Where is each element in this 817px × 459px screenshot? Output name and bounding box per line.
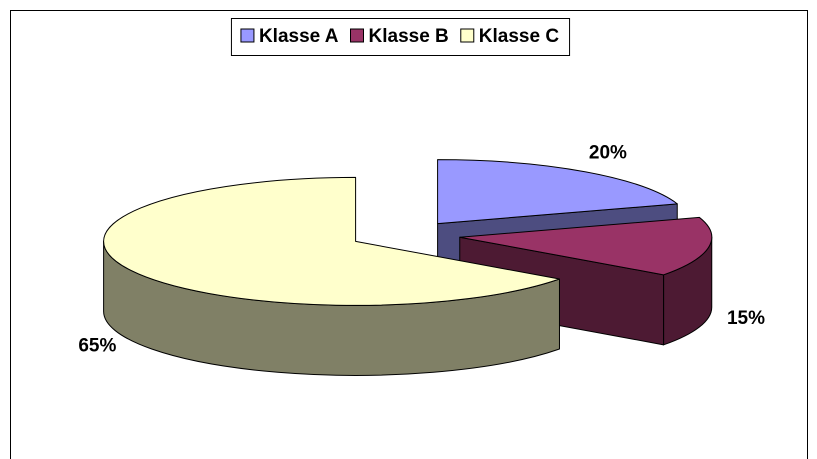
slice-top <box>459 216 713 276</box>
slice-top <box>103 176 560 306</box>
data-label: 20% <box>589 142 627 163</box>
data-label: 15% <box>727 308 765 329</box>
legend-swatch <box>240 28 255 43</box>
data-label: 65% <box>78 335 116 356</box>
legend-box <box>230 18 571 56</box>
slice-top <box>437 159 678 225</box>
legend-label: Klasse C <box>479 26 560 47</box>
legend-label: Klasse A <box>259 26 339 47</box>
legend-swatch <box>460 28 475 43</box>
legend-swatch <box>350 28 364 43</box>
legend-label: Klasse B <box>369 26 449 47</box>
